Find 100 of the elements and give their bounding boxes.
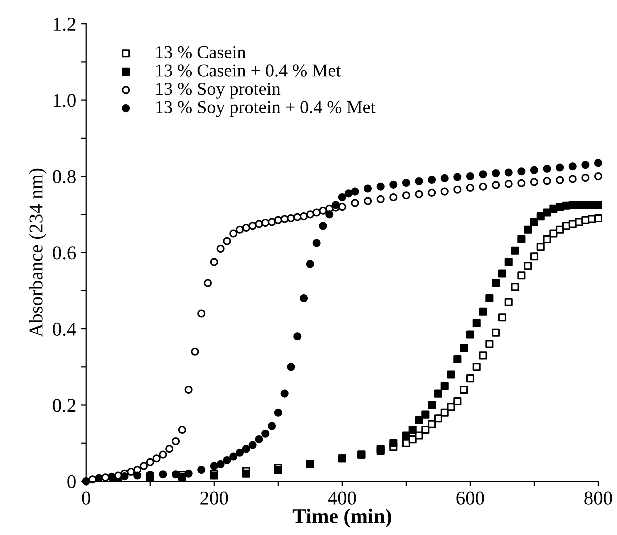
point bbox=[524, 262, 532, 270]
point bbox=[594, 201, 603, 210]
point bbox=[543, 208, 552, 217]
x-tick-label: 400 bbox=[328, 492, 356, 505]
point bbox=[466, 184, 474, 192]
point bbox=[159, 450, 168, 459]
point bbox=[454, 173, 462, 182]
point bbox=[460, 386, 468, 394]
point bbox=[479, 308, 488, 316]
point bbox=[454, 355, 462, 364]
legend-label: 13 % Soy protein bbox=[156, 82, 281, 99]
point bbox=[428, 176, 436, 184]
point bbox=[440, 408, 449, 417]
point bbox=[390, 180, 398, 189]
point bbox=[594, 214, 603, 223]
legend-label: 13 % Soy protein + 0.4 % Met bbox=[156, 101, 376, 118]
point bbox=[338, 193, 346, 202]
point bbox=[498, 270, 506, 278]
point bbox=[402, 192, 410, 200]
point bbox=[402, 432, 410, 440]
y-tick-label: 0.4 bbox=[53, 322, 76, 336]
point bbox=[178, 426, 186, 434]
point bbox=[486, 340, 494, 348]
point bbox=[242, 470, 250, 478]
point bbox=[568, 175, 577, 184]
point bbox=[255, 436, 264, 444]
point bbox=[268, 218, 276, 226]
point bbox=[556, 226, 564, 234]
point bbox=[255, 220, 264, 228]
point bbox=[518, 235, 526, 244]
x-tick-label: 800 bbox=[584, 492, 612, 505]
point bbox=[140, 462, 148, 470]
point bbox=[312, 208, 321, 217]
point bbox=[466, 172, 474, 181]
y-tick-label: 0 bbox=[68, 475, 76, 488]
point bbox=[364, 184, 372, 193]
point bbox=[312, 239, 321, 248]
point bbox=[440, 188, 449, 196]
point bbox=[198, 466, 206, 474]
point bbox=[402, 179, 410, 188]
point bbox=[479, 170, 488, 179]
point bbox=[280, 215, 289, 224]
point bbox=[236, 448, 244, 457]
point bbox=[594, 159, 603, 168]
point bbox=[472, 319, 481, 328]
point bbox=[518, 168, 526, 176]
point bbox=[152, 454, 161, 463]
point bbox=[498, 314, 506, 322]
point bbox=[504, 168, 513, 177]
point bbox=[434, 390, 442, 398]
point bbox=[550, 230, 558, 238]
point bbox=[530, 178, 538, 186]
point bbox=[306, 210, 314, 219]
point bbox=[242, 445, 250, 454]
point bbox=[376, 182, 385, 191]
point bbox=[268, 422, 276, 430]
point bbox=[543, 235, 552, 244]
point bbox=[422, 410, 430, 419]
point bbox=[536, 243, 545, 252]
point bbox=[556, 164, 564, 172]
point bbox=[415, 177, 424, 186]
point bbox=[415, 190, 424, 198]
point bbox=[134, 472, 142, 480]
point bbox=[242, 224, 250, 232]
point bbox=[504, 258, 513, 266]
point bbox=[223, 237, 232, 246]
point bbox=[95, 474, 104, 482]
point bbox=[294, 213, 302, 222]
point bbox=[524, 226, 532, 234]
point bbox=[390, 193, 398, 202]
y-tick-label: 0.2 bbox=[53, 399, 76, 412]
point bbox=[447, 370, 456, 379]
legend-label: 13 % Casein + 0.4 % Met bbox=[156, 64, 342, 77]
point bbox=[364, 197, 372, 206]
y-tick-label: 1.2 bbox=[54, 18, 76, 32]
point bbox=[460, 344, 468, 352]
point bbox=[543, 177, 552, 186]
x-tick-label: 600 bbox=[456, 492, 484, 505]
point bbox=[127, 468, 136, 476]
point bbox=[230, 230, 238, 238]
point bbox=[216, 460, 225, 468]
point bbox=[415, 432, 424, 440]
y-tick-label: 1.0 bbox=[54, 94, 76, 108]
point bbox=[428, 401, 436, 410]
point bbox=[518, 179, 526, 188]
point bbox=[306, 260, 314, 268]
point bbox=[582, 174, 590, 182]
point bbox=[479, 182, 488, 191]
point bbox=[146, 458, 154, 466]
point bbox=[184, 386, 193, 394]
point bbox=[210, 462, 218, 470]
point bbox=[511, 283, 520, 292]
point bbox=[492, 169, 500, 178]
y-tick-label: 0.6 bbox=[53, 246, 76, 260]
point bbox=[408, 426, 417, 434]
point bbox=[390, 439, 398, 448]
point bbox=[248, 222, 257, 230]
point bbox=[454, 186, 462, 194]
point bbox=[440, 382, 449, 390]
x-tick-label: 200 bbox=[200, 492, 228, 505]
